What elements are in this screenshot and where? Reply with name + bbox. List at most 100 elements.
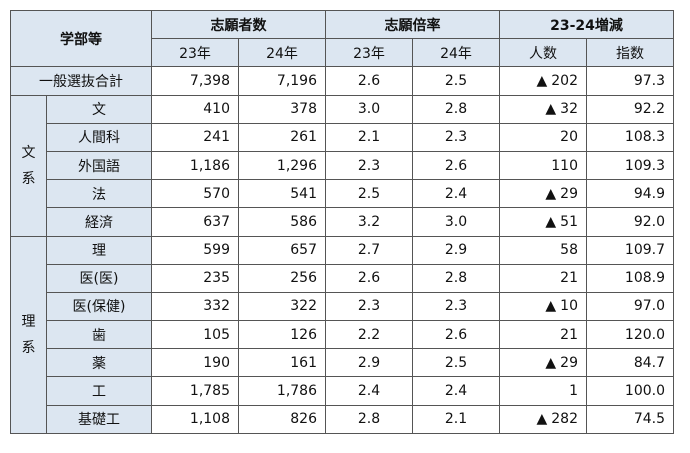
- applicants-24: 256: [238, 263, 326, 293]
- diff-value: 110: [551, 157, 578, 174]
- applicants-23: 241: [151, 122, 239, 152]
- dept-name: 理: [46, 235, 152, 265]
- ratio-23: 2.7: [325, 235, 413, 265]
- change-people: 1: [499, 376, 587, 406]
- applicants-23: 410: [151, 94, 239, 124]
- dept-name: 基礎工: [46, 404, 152, 434]
- change-people: ▲ 282: [499, 404, 587, 434]
- applicants-24: 541: [238, 179, 326, 209]
- header-people: 人数: [499, 38, 587, 68]
- diff-value: 20: [560, 129, 578, 146]
- group-label-text: 理系: [21, 313, 36, 356]
- table-row: 経済 637 586 3.2 3.0 ▲ 51 92.0: [11, 207, 674, 237]
- change-people: ▲ 10: [499, 291, 587, 322]
- change-people: 110: [499, 150, 587, 181]
- diff-value: 282: [551, 411, 578, 428]
- dept-name: 工: [46, 376, 152, 406]
- header-dept: 学部等: [10, 9, 152, 68]
- ratio-24: 2.9: [412, 235, 500, 265]
- ratio-23: 2.9: [325, 348, 413, 378]
- ratio-24: 2.8: [412, 263, 500, 293]
- applicants-23: 570: [151, 179, 239, 209]
- table-row: 理系 理 599 657 2.7 2.9 58 109.7: [10, 235, 674, 434]
- change-people: 21: [499, 320, 587, 350]
- header-ratio-24: 24年: [412, 38, 500, 68]
- dept-name: 歯: [46, 320, 152, 350]
- decrease-marker: ▲: [545, 185, 557, 202]
- applicants-23: 1,108: [151, 404, 239, 434]
- header-index: 指数: [586, 38, 674, 68]
- ratio-23: 2.2: [325, 320, 413, 350]
- change-people: 58: [499, 235, 587, 265]
- ratio-23: 2.3: [325, 150, 413, 181]
- decrease-marker: ▲: [545, 298, 557, 315]
- change-people: ▲ 29: [499, 179, 587, 209]
- dept-name: 法: [46, 179, 152, 209]
- header-applicants: 志願者数: [151, 9, 326, 40]
- diff-value: 21: [560, 270, 578, 287]
- ratio-23: 3.0: [325, 94, 413, 124]
- total-ratio-24: 2.5: [412, 66, 500, 96]
- table-row: 基礎工 1,108 826 2.8 2.1 ▲ 282 74.5: [11, 404, 674, 434]
- applicants-23: 637: [151, 207, 239, 237]
- dept-name: 薬: [46, 348, 152, 378]
- ratio-23: 3.2: [325, 207, 413, 237]
- index-value: 84.7: [586, 348, 674, 378]
- dept-name: 医(医): [46, 263, 152, 293]
- index-value: 108.9: [586, 263, 674, 293]
- applicants-23: 599: [151, 235, 239, 265]
- admissions-table: 学部等 志願者数 志願倍率 23-24増減 23年 24年 23年 24年 人数…: [10, 9, 674, 434]
- ratio-24: 2.8: [412, 94, 500, 124]
- table-row: 医(医) 235 256 2.6 2.8 21 108.9: [11, 263, 674, 293]
- header-ratio: 志願倍率: [325, 9, 500, 40]
- dept-name: 文: [46, 94, 152, 124]
- header-applicants-23: 23年: [151, 38, 239, 68]
- index-value: 120.0: [586, 320, 674, 350]
- ratio-23: 2.1: [325, 122, 413, 152]
- table-row: 歯 105 126 2.2 2.6 21 120.0: [11, 320, 674, 350]
- ratio-24: 2.6: [412, 320, 500, 350]
- group-label-humanities: 文系: [10, 94, 47, 237]
- dept-name: 経済: [46, 207, 152, 237]
- index-value: 108.3: [586, 122, 674, 152]
- total-diff: 202: [551, 72, 578, 89]
- diff-value: 58: [560, 242, 578, 259]
- ratio-23: 2.3: [325, 291, 413, 322]
- ratio-24: 2.6: [412, 150, 500, 181]
- index-value: 100.0: [586, 376, 674, 406]
- diff-value: 32: [560, 101, 578, 118]
- applicants-23: 190: [151, 348, 239, 378]
- total-ratio-23: 2.6: [325, 66, 413, 96]
- change-people: ▲ 51: [499, 207, 587, 237]
- table-row: 法 570 541 2.5 2.4 ▲ 29 94.9: [11, 179, 674, 209]
- index-value: 74.5: [586, 404, 674, 434]
- change-people: ▲ 29: [499, 348, 587, 378]
- table-row: 人間科 241 261 2.1 2.3 20 108.3: [11, 122, 674, 152]
- ratio-24: 2.3: [412, 291, 500, 322]
- ratio-24: 2.1: [412, 404, 500, 434]
- ratio-24: 2.5: [412, 348, 500, 378]
- dept-name: 医(保健): [46, 291, 152, 322]
- group-label-text: 文系: [21, 144, 36, 187]
- group-label-sciences: 理系: [10, 235, 47, 434]
- applicants-24: 826: [238, 404, 326, 434]
- ratio-24: 2.3: [412, 122, 500, 152]
- decrease-marker: ▲: [536, 72, 548, 89]
- diff-value: 51: [560, 213, 578, 230]
- header-change: 23-24増減: [499, 9, 674, 40]
- decrease-marker: ▲: [545, 213, 557, 230]
- index-value: 109.7: [586, 235, 674, 265]
- table-row-total: 一般選抜合計 7,398 7,196 2.6 2.5 ▲ 202 97.3: [10, 66, 674, 96]
- dept-name: 人間科: [46, 122, 152, 152]
- decrease-marker: ▲: [545, 354, 557, 371]
- total-applicants-24: 7,196: [238, 66, 326, 96]
- ratio-23: 2.6: [325, 263, 413, 293]
- applicants-23: 1,785: [151, 376, 239, 406]
- ratio-24: 2.4: [412, 179, 500, 209]
- ratio-24: 3.0: [412, 207, 500, 237]
- applicants-23: 1,186: [151, 150, 239, 181]
- diff-value: 1: [569, 383, 578, 400]
- diff-value: 29: [560, 185, 578, 202]
- applicants-23: 105: [151, 320, 239, 350]
- applicants-24: 657: [238, 235, 326, 265]
